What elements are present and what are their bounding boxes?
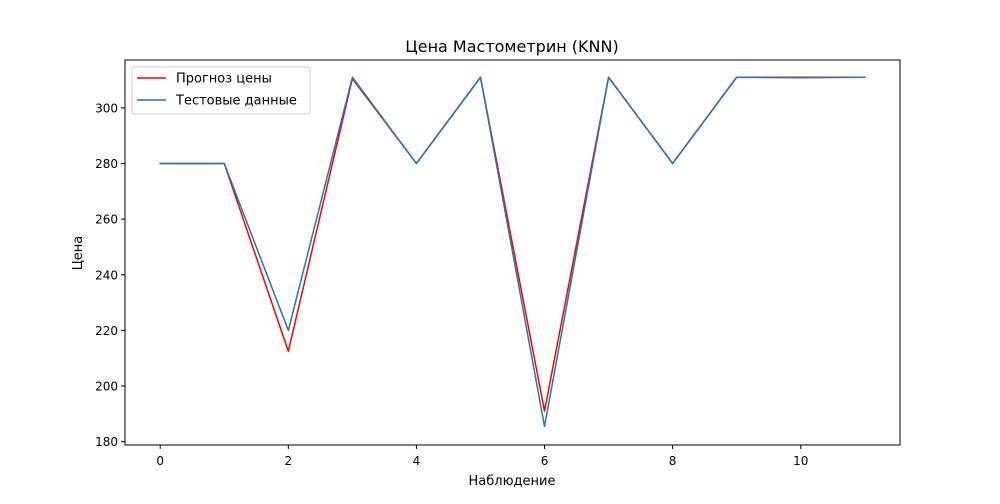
x-tick-label: 10 (793, 454, 808, 468)
y-tick-label: 260 (95, 213, 118, 227)
y-tick-label: 300 (95, 101, 118, 115)
x-tick-label: 4 (413, 454, 421, 468)
x-tick-label: 0 (156, 454, 164, 468)
y-tick-label: 240 (95, 268, 118, 282)
y-axis-ticks: 180 200 220 240 260 280 300 (95, 101, 125, 449)
plot-area: 0 2 4 6 8 10 180 200 220 240 260 280 300 (95, 59, 901, 468)
y-tick-label: 280 (95, 157, 118, 171)
series-layer (159, 76, 866, 428)
y-axis-label: Цена (71, 236, 86, 271)
x-axis-label: Наблюдение (469, 474, 556, 489)
x-tick-label: 6 (541, 454, 549, 468)
legend-label-forecast: Прогноз цены (176, 72, 272, 87)
legend: Прогноз цены Тестовые данные (131, 66, 311, 115)
y-tick-label: 200 (95, 380, 118, 394)
series-test-data-line (159, 76, 866, 428)
y-tick-label: 220 (95, 324, 118, 338)
legend-box (131, 66, 311, 115)
legend-label-test-data: Тестовые данные (175, 94, 297, 109)
chart-title: Цена Мастометрин (KNN) (405, 37, 618, 56)
x-axis-ticks: 0 2 4 6 8 10 (156, 445, 808, 468)
axes-frame (124, 59, 901, 446)
x-tick-label: 8 (669, 454, 677, 468)
x-tick-label: 2 (285, 454, 293, 468)
y-tick-label: 180 (95, 435, 118, 449)
